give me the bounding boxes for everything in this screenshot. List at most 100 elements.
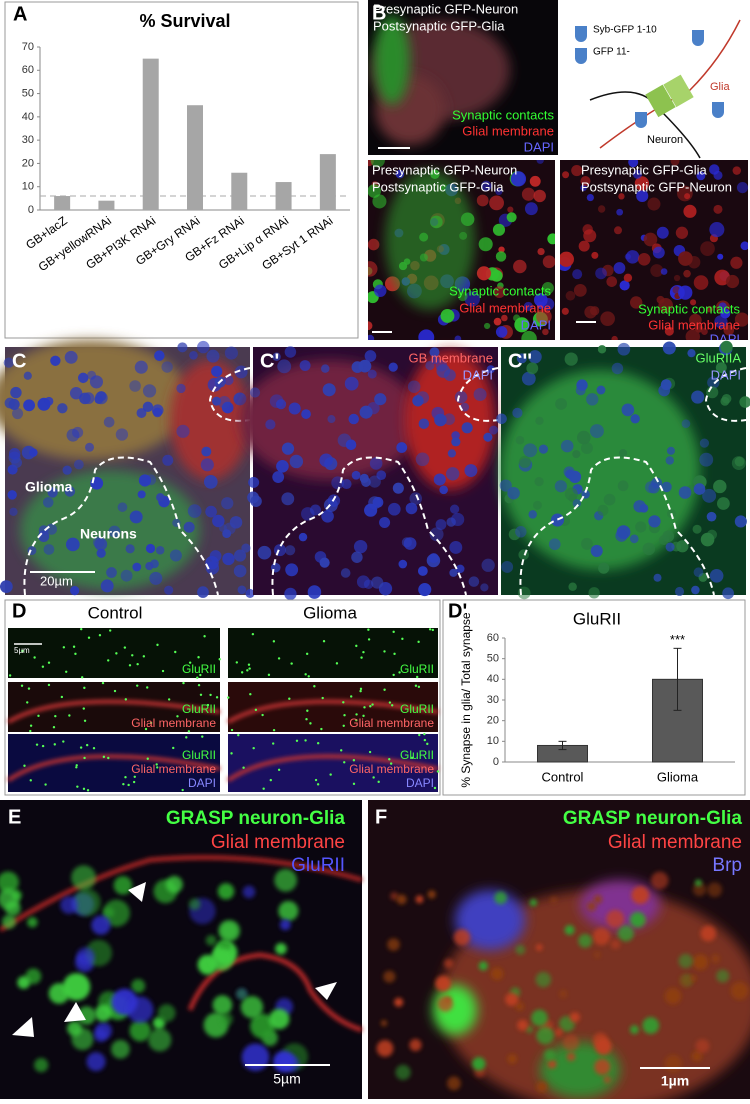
texture-dot	[431, 355, 440, 365]
annotation: ***	[670, 632, 685, 647]
texture-dot	[320, 364, 330, 373]
texture-dot	[716, 497, 730, 510]
texture-dot	[691, 1051, 703, 1062]
texture-dot	[90, 476, 104, 490]
y-tick-label: 60	[22, 64, 34, 76]
texture-dot	[658, 298, 673, 313]
texture-dot	[367, 369, 377, 379]
texture-dot	[368, 750, 372, 754]
arrowhead	[315, 982, 337, 1000]
texture-dot	[360, 656, 363, 659]
texture-dot	[673, 274, 681, 282]
texture-dot	[218, 658, 221, 661]
texture-dot	[44, 783, 47, 786]
texture-dot	[206, 703, 210, 707]
tissue	[170, 360, 250, 480]
texture-dot	[629, 1025, 639, 1035]
texture-dot	[715, 362, 727, 374]
texture-dot	[181, 788, 184, 792]
texture-dot	[449, 504, 460, 514]
image-text: Glial membrane	[131, 762, 216, 776]
y-tick-label: 0	[28, 204, 34, 216]
texture-dot	[164, 585, 174, 595]
texture-dot	[560, 251, 574, 267]
texture-dot	[515, 526, 527, 538]
image-text: Glial membrane	[131, 716, 216, 730]
texture-dot	[62, 465, 72, 475]
texture-dot	[407, 380, 421, 394]
texture-dot	[449, 541, 463, 554]
texture-dot	[142, 655, 146, 658]
texture-dot	[161, 669, 165, 673]
texture-dot	[565, 290, 576, 301]
bar	[231, 172, 248, 210]
texture-dot	[108, 629, 112, 632]
texture-dot	[372, 194, 387, 209]
texture-dot	[274, 868, 298, 892]
texture-dot	[541, 282, 554, 295]
texture	[247, 346, 499, 601]
scale-text: 1µm	[661, 1073, 689, 1089]
blob	[433, 985, 477, 1035]
texture-dot	[196, 676, 199, 679]
texture-dot	[589, 306, 600, 316]
texture-dot	[660, 268, 668, 275]
texture-dot	[388, 758, 391, 761]
texture-dot	[155, 763, 158, 766]
bar	[319, 154, 336, 210]
texture-dot	[212, 514, 225, 528]
texture-dot	[418, 329, 435, 340]
texture-dot	[596, 385, 606, 395]
texture-dot	[615, 529, 628, 542]
texture-dot	[149, 721, 153, 725]
texture-dot	[560, 439, 574, 453]
texture-dot	[664, 326, 674, 336]
texture-dot	[222, 552, 235, 566]
texture-dot	[634, 176, 650, 191]
texture-dot	[648, 515, 661, 528]
texture-dot	[364, 350, 377, 362]
texture-dot	[201, 735, 204, 738]
texture-dot	[108, 525, 121, 538]
texture-dot	[76, 785, 79, 788]
texture-dot	[177, 342, 188, 353]
texture-dot	[359, 689, 362, 693]
legend-text: Glial membrane	[462, 123, 554, 138]
texture-dot	[559, 989, 568, 998]
texture-dot	[125, 544, 135, 554]
texture-dot	[435, 519, 447, 530]
texture-dot	[536, 160, 544, 164]
texture-dot	[188, 661, 192, 664]
texture-dot	[242, 766, 245, 769]
texture-dot	[524, 202, 538, 216]
texture-dot	[275, 399, 287, 410]
texture-dot	[281, 492, 295, 506]
image-text: GluRII	[400, 662, 434, 676]
texture-dot	[711, 954, 720, 964]
texture-dot	[103, 416, 115, 428]
texture-dot	[245, 588, 255, 598]
texture-dot	[403, 537, 417, 550]
texture-dot	[541, 297, 555, 311]
texture-dot	[447, 1076, 461, 1091]
texture-dot	[123, 646, 127, 649]
texture-dot	[675, 226, 689, 239]
texture-dot	[275, 942, 287, 955]
texture-dot	[451, 512, 465, 527]
texture-dot	[124, 698, 128, 701]
texture-dot	[390, 704, 394, 707]
texture-dot	[595, 1038, 612, 1055]
texture-dot	[281, 442, 295, 455]
texture-dot	[561, 307, 569, 315]
texture-dot	[547, 233, 555, 245]
texture-dot	[267, 673, 271, 677]
texture-dot	[713, 479, 727, 494]
texture-dot	[279, 919, 291, 931]
texture-dot	[340, 568, 351, 578]
texture-dot	[369, 457, 383, 470]
texture-dot	[47, 683, 51, 687]
scale-text: 5µm	[14, 646, 30, 655]
texture-dot	[535, 971, 552, 988]
texture-dot	[376, 470, 387, 481]
